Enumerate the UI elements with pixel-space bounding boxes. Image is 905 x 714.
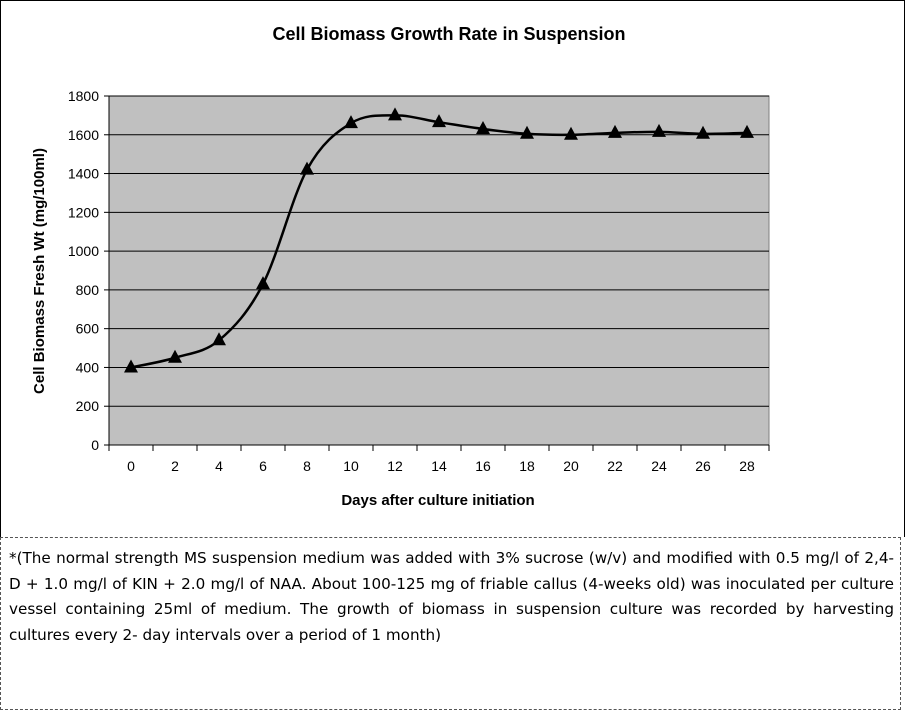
x-tick-label: 20 [563,458,579,474]
data-point [608,124,622,138]
data-point [696,125,710,139]
data-point [256,276,270,290]
x-tick-label: 10 [343,458,359,474]
footnote: *(The normal strength MS suspension medi… [9,549,894,644]
y-tick-label: 0 [91,437,99,453]
x-tick-label: 16 [475,458,491,474]
data-point [520,125,534,139]
x-tick-label: 18 [519,458,535,474]
chart-title: Cell Biomass Growth Rate in Suspension [272,24,625,44]
data-point [124,359,138,373]
x-tick-label: 2 [171,458,179,474]
x-axis-label: Days after culture initiation [341,492,534,509]
data-point [388,107,402,121]
data-point [168,349,182,363]
note-box: *(The normal strength MS suspension medi… [0,537,901,710]
series-line [130,114,748,369]
y-tick-label: 1400 [68,166,99,182]
y-tick-label: 1200 [68,204,99,220]
x-tick-label: 28 [739,458,755,474]
x-tick-label: 8 [303,458,311,474]
data-point [652,123,666,137]
line-chart: Cell Biomass Growth Rate in Suspension D… [31,24,770,509]
x-tick-label: 12 [387,458,403,474]
y-tick-label: 1600 [68,127,99,143]
y-tick-label: 1800 [68,88,99,104]
chart-container: Cell Biomass Growth Rate in Suspension D… [0,0,905,537]
data-point [740,124,754,138]
x-tick-label: 14 [431,458,447,474]
x-tick-label: 4 [215,458,223,474]
data-point [476,120,490,134]
data-point [344,115,358,129]
y-tick-label: 200 [76,398,100,414]
x-tick-label: 22 [607,458,623,474]
x-tick-label: 0 [127,458,135,474]
x-tick-label: 24 [651,458,667,474]
data-point [212,332,226,346]
data-point [432,114,446,128]
y-axis-label: Cell Biomass Fresh Wt (mg/100ml) [31,148,48,394]
plot-area [108,95,770,446]
x-tick-label: 6 [259,458,267,474]
data-point [300,161,314,175]
data-point [564,126,578,140]
y-tick-label: 600 [76,321,100,337]
y-tick-label: 800 [76,282,100,298]
x-tick-label: 26 [695,458,711,474]
y-tick-label: 400 [76,359,100,375]
y-tick-label: 1000 [68,243,99,259]
